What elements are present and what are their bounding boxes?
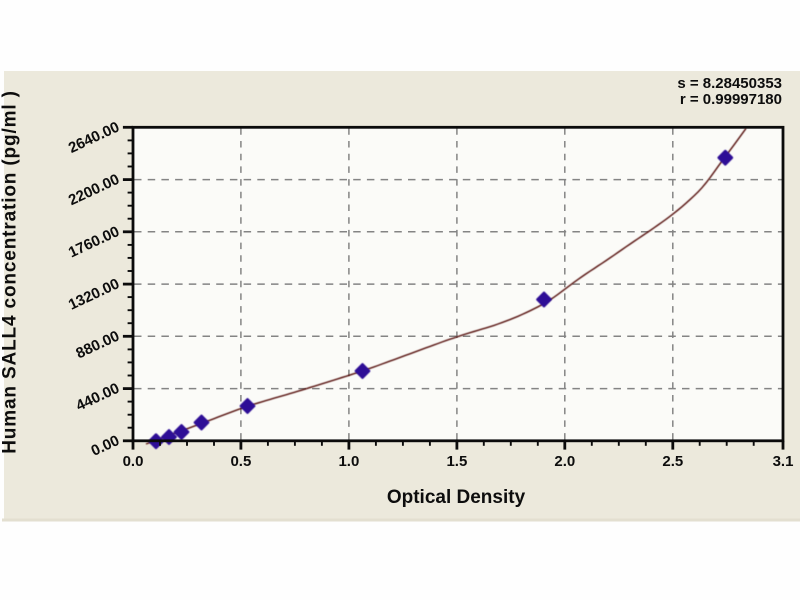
- svg-text:s = 8.28450353: s = 8.28450353: [677, 75, 782, 92]
- svg-text:Human SALL4 concentration (pg/: Human SALL4 concentration (pg/ml ): [0, 90, 21, 454]
- svg-text:0.5: 0.5: [230, 453, 251, 470]
- svg-text:1.0: 1.0: [338, 453, 359, 470]
- svg-text:Optical Density: Optical Density: [387, 487, 526, 508]
- svg-text:0.0: 0.0: [123, 453, 144, 470]
- svg-text:3.1: 3.1: [773, 453, 794, 470]
- svg-text:2.5: 2.5: [662, 453, 683, 470]
- svg-text:2.0: 2.0: [554, 453, 575, 470]
- svg-text:1.5: 1.5: [446, 453, 467, 470]
- svg-text:r = 0.99997180: r = 0.99997180: [680, 91, 782, 108]
